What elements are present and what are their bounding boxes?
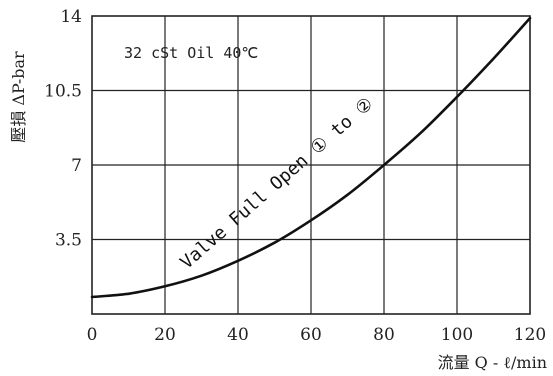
x-tick-label-3: 60 xyxy=(300,325,322,345)
x-axis-label: 流量 Q - ℓ/min xyxy=(438,353,547,372)
grid-lines xyxy=(92,16,530,314)
x-tick-label-6: 120 xyxy=(514,325,546,345)
y-axis-label: 壓損 ΔP-bar xyxy=(9,51,28,143)
series-line-valve-full-open xyxy=(90,16,532,299)
x-tick-label-1: 20 xyxy=(154,325,176,345)
series-label: Valve Full Open ① to ② xyxy=(176,93,377,273)
x-tick-labels: 0 20 40 60 80 100 120 xyxy=(87,325,547,345)
x-tick-label-4: 80 xyxy=(373,325,395,345)
y-tick-label-3: 14 xyxy=(60,7,82,27)
y-tick-label-0: 3.5 xyxy=(55,231,82,251)
y-tick-label-2: 10.5 xyxy=(44,82,82,102)
chart-annotation: 32 cSt Oil 40℃ xyxy=(124,44,258,62)
y-tick-labels: 3.5 7 10.5 14 xyxy=(44,7,82,251)
plot-frame xyxy=(91,15,531,315)
x-tick-label-0: 0 xyxy=(87,325,98,345)
x-tick-label-2: 40 xyxy=(227,325,249,345)
x-tick-label-5: 100 xyxy=(441,325,473,345)
y-tick-label-1: 7 xyxy=(71,156,82,176)
